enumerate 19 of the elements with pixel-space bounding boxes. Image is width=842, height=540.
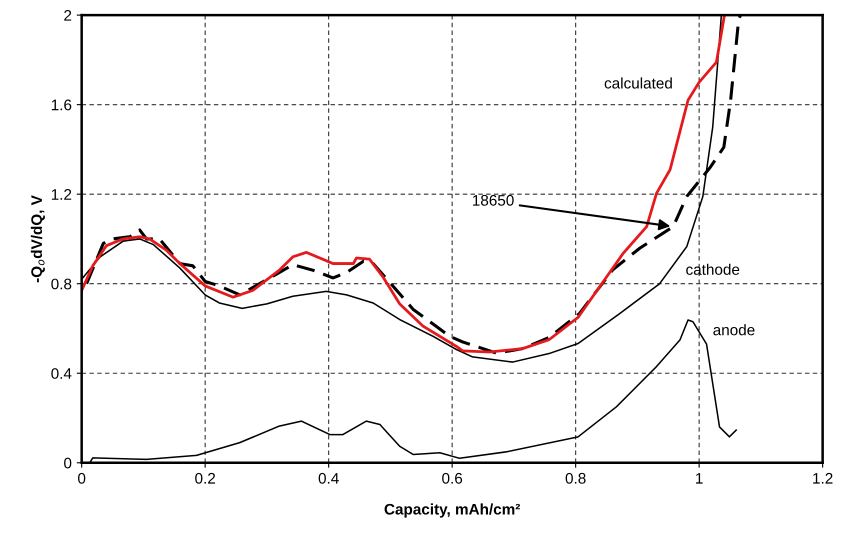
x-tick-label: 0.2 [195,472,216,484]
x-tick-label: 0.6 [442,472,462,484]
y-tick-label: 0.4 [51,368,72,379]
annotation: anode [713,324,755,336]
y-tick-label: 1.6 [52,100,72,110]
y-axis-title: -Q$_{o}$dV/dQ, V [30,195,45,282]
annotation: cathode [686,264,740,275]
annotation: 18650 [472,194,514,206]
y-tick-label: 0 [64,458,72,468]
y-tick-label: 0.8 [51,278,72,290]
annotation: calculated [604,77,672,89]
x-tick-label: 1.2 [813,472,832,484]
x-tick-label: 0.4 [318,472,339,484]
x-tick-label: 0 [78,472,86,484]
x-tick-label: 0.8 [566,472,586,484]
y-tick-label: 2 [64,10,72,21]
x-axis-title: Capacity, mAh/cm² [384,503,520,518]
y-tick-label: 1.2 [52,189,72,200]
x-tick-label: 1 [696,473,703,484]
